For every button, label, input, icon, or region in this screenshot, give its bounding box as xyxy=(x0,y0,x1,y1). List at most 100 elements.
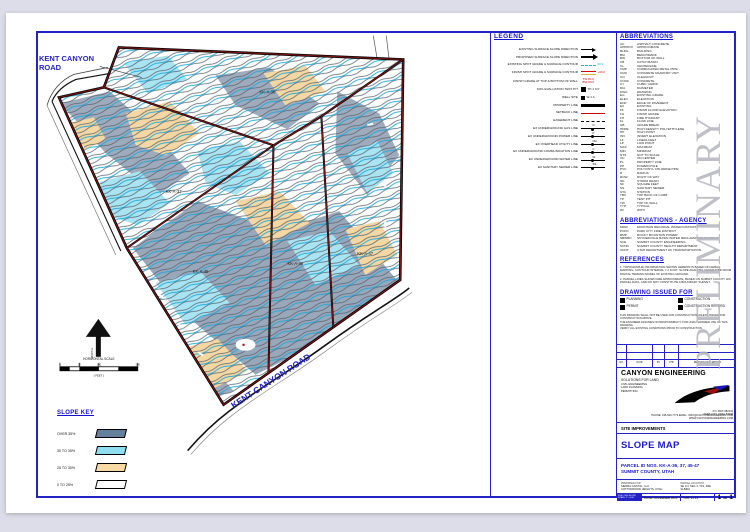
title-block: CANYON ENGINEERING SOLUTIONS FOR LAND CI… xyxy=(617,367,736,501)
legend-row: SETBACK LINE xyxy=(494,111,614,116)
legend-column-divider xyxy=(490,31,491,498)
abbreviations-list: AC ASPHALT CONCRETE APPROX APPROXIMATE B… xyxy=(620,42,732,213)
abbreviations-agency-title: ABBREVIATIONS - AGENCY xyxy=(620,217,707,224)
company-block: CANYON ENGINEERING SOLUTIONS FOR LAND CI… xyxy=(617,370,736,422)
abbreviation-value: POWER POLE xyxy=(637,163,658,168)
company-service: PERMITTING xyxy=(621,389,638,393)
abbreviation-key: SF xyxy=(620,182,624,187)
parcel-label: KK-A-47 xyxy=(357,251,373,256)
abbreviation-row: PP POWER POLE xyxy=(620,163,732,169)
abbreviation-key: ELEV xyxy=(620,97,628,102)
legend-symbol: SS xyxy=(581,163,611,170)
issued-for-notes: THIS DRAWING SHALL NOT BE USED FOR CONST… xyxy=(620,314,732,331)
legend-label: SOIL EVALUATION TEST PIT xyxy=(536,87,578,92)
abbreviation-row: R RADIUS xyxy=(620,171,732,176)
abbreviation-key: MAX xyxy=(620,145,627,150)
abbreviation-row: TYP TYPICAL xyxy=(620,205,732,209)
abbreviation-key: UDOT xyxy=(620,247,629,252)
slope-key-swatch xyxy=(94,446,128,455)
abbreviation-value: PROPERTY LINE xyxy=(637,160,662,164)
checkbox-icon[interactable] xyxy=(678,305,683,310)
legend-symbol-line xyxy=(581,150,605,154)
abbreviation-row: CB CATCH BASIN xyxy=(620,60,732,65)
issued-for-option-label: CONSTRUCTION xyxy=(684,297,711,302)
slope-key-swatch xyxy=(94,480,128,489)
legend-symbol xyxy=(581,53,611,61)
abbreviation-value: SUMMIT COUNTY HEALTH DEPARTMENT xyxy=(637,243,698,248)
abbreviation-value: CLEANOUT xyxy=(637,74,654,79)
issued-for-options: PLANNING CONSTRUCTION PERMIT CON xyxy=(620,298,732,310)
abbreviation-row: OC ON CENTER xyxy=(620,157,732,161)
issued-for-section: DRAWING ISSUED FOR PLANNING CONSTRUCTION xyxy=(620,290,732,331)
abbreviations-agency-section: ABBREVIATIONS - AGENCY MRW MOUNTAIN REGI… xyxy=(620,218,732,252)
abbreviation-row: CMU CONCRETE MASONRY UNIT xyxy=(620,71,732,76)
legend-symbol-text: P xyxy=(592,131,595,136)
legend-symbol xyxy=(581,120,611,122)
legend-symbol-line xyxy=(581,95,585,100)
legend-label: FINISH SPOT GRADE & SURFACE CONTOUR xyxy=(511,70,578,75)
slope-key-label: OVER 35% xyxy=(57,431,76,436)
abbreviation-row: APPROX APPROXIMATE xyxy=(620,45,732,50)
issued-for-option: PLANNING xyxy=(620,298,674,303)
abbreviation-key: PCFD xyxy=(620,229,629,234)
checkbox-icon[interactable] xyxy=(678,298,683,303)
abbreviation-row: UDOT UTAH DEPARTMENT OF TRANSPORTATION xyxy=(620,247,732,253)
road-label-top: KENT CANYON ROAD xyxy=(39,54,95,72)
abbreviation-value: CORRUGATED METAL PIPE xyxy=(637,67,678,72)
legend-row: EX OVERHEAD UTILITY LINE OH xyxy=(494,139,614,147)
legend-label: EX OVERHEAD UTILITY LINE xyxy=(535,141,578,146)
abbreviation-row: MAX MAXIMUM xyxy=(620,145,732,150)
abbreviation-value: CATCH BASIN xyxy=(637,60,658,65)
abbreviation-key: EOP xyxy=(620,100,627,105)
abbreviation-value: FIRE HYDRANT xyxy=(637,115,660,120)
abbreviation-row: SCHD SUMMIT COUNTY HEALTH DEPARTMENT xyxy=(620,243,732,249)
abbreviation-row: DWG DRAWING xyxy=(620,90,732,95)
abbreviation-value: PARK CITY FIRE DISTRICT xyxy=(637,229,677,234)
slope-key-label: 25 TO 30% xyxy=(57,465,76,470)
slope-key-label: 30 TO 35% xyxy=(57,448,76,453)
parcel-boundary xyxy=(57,46,405,407)
abbreviation-row: BM BENCHMARK xyxy=(620,53,732,58)
abbreviation-value: CONCRETE xyxy=(637,78,655,83)
legend-label: EX SANITARY SEWER LINE xyxy=(537,165,578,170)
abbreviation-value: NOT TO SCALE xyxy=(637,152,660,157)
sheet-title: SLOPE MAP xyxy=(617,433,736,458)
legend-symbol-text: +00.0 xyxy=(597,70,606,75)
abbreviation-key: R xyxy=(620,171,623,176)
checkbox-icon[interactable] xyxy=(620,298,625,303)
abbreviation-row: FL FLOW LINE xyxy=(620,120,732,124)
company-contact: PHONE: 435-640-7773 EMAIL: INFO@CANYONEN… xyxy=(651,413,733,420)
abbreviation-key: FH xyxy=(620,115,625,120)
abbreviation-row: RMP ROCKY MOUNTAIN POWER xyxy=(620,232,732,238)
abbreviation-key: CB xyxy=(620,60,625,65)
abbreviation-value: SUMMIT COUNTY ENGINEERING xyxy=(637,240,686,245)
slope-key-swatch xyxy=(94,429,128,438)
legend-symbol xyxy=(581,104,611,107)
issued-for-note: VERIFY ALL EXISTING CONDITIONS PRIOR TO … xyxy=(620,327,703,331)
abbreviation-value: MINIMUM xyxy=(637,148,651,153)
right-column-divider xyxy=(616,31,617,498)
abbreviation-key: HDPE xyxy=(620,126,629,131)
abbreviation-value: FLOW LINE xyxy=(637,119,654,124)
abbreviation-value: EXISTING GRADE xyxy=(637,93,664,98)
checkbox-icon[interactable] xyxy=(620,305,625,310)
abbreviation-row: CONC CONCRETE xyxy=(620,78,732,84)
revision-header-row: NO. DATE BY CHK REVISION DESCRIPTION xyxy=(617,360,736,368)
abbreviation-row: GB GRADE BREAK xyxy=(620,123,732,128)
parcel-location: PARCEL LOCATION: SE 1/4, SEC 4, T1S, R4E… xyxy=(680,481,711,491)
abbreviation-key: BLDG xyxy=(620,48,629,53)
legend-symbol: W-1 A xyxy=(581,95,611,100)
legend-label: EXISTING SURFACE SLOPE DIRECTION xyxy=(519,46,578,51)
legend-row: PROPERTY LINE xyxy=(494,103,614,108)
abbreviation-value: TOP OF WALL xyxy=(637,200,658,205)
legend-label: EX UNDERGROUND WATER LINE xyxy=(528,157,578,162)
slope-key-row: 25 TO 30% xyxy=(57,459,153,476)
abbreviation-value: EXISTING xyxy=(637,104,652,109)
abbreviation-value: TOP BACK OF CURB xyxy=(637,193,668,198)
interior-lot-lines xyxy=(103,58,404,373)
abbreviation-row: DIA DIAMETER xyxy=(620,86,732,91)
abbreviation-key: TW xyxy=(620,200,625,205)
abbreviation-key: RMP xyxy=(620,232,627,237)
svg-text:( FEET ): ( FEET ) xyxy=(94,374,105,378)
legend-symbol-line xyxy=(581,64,596,66)
